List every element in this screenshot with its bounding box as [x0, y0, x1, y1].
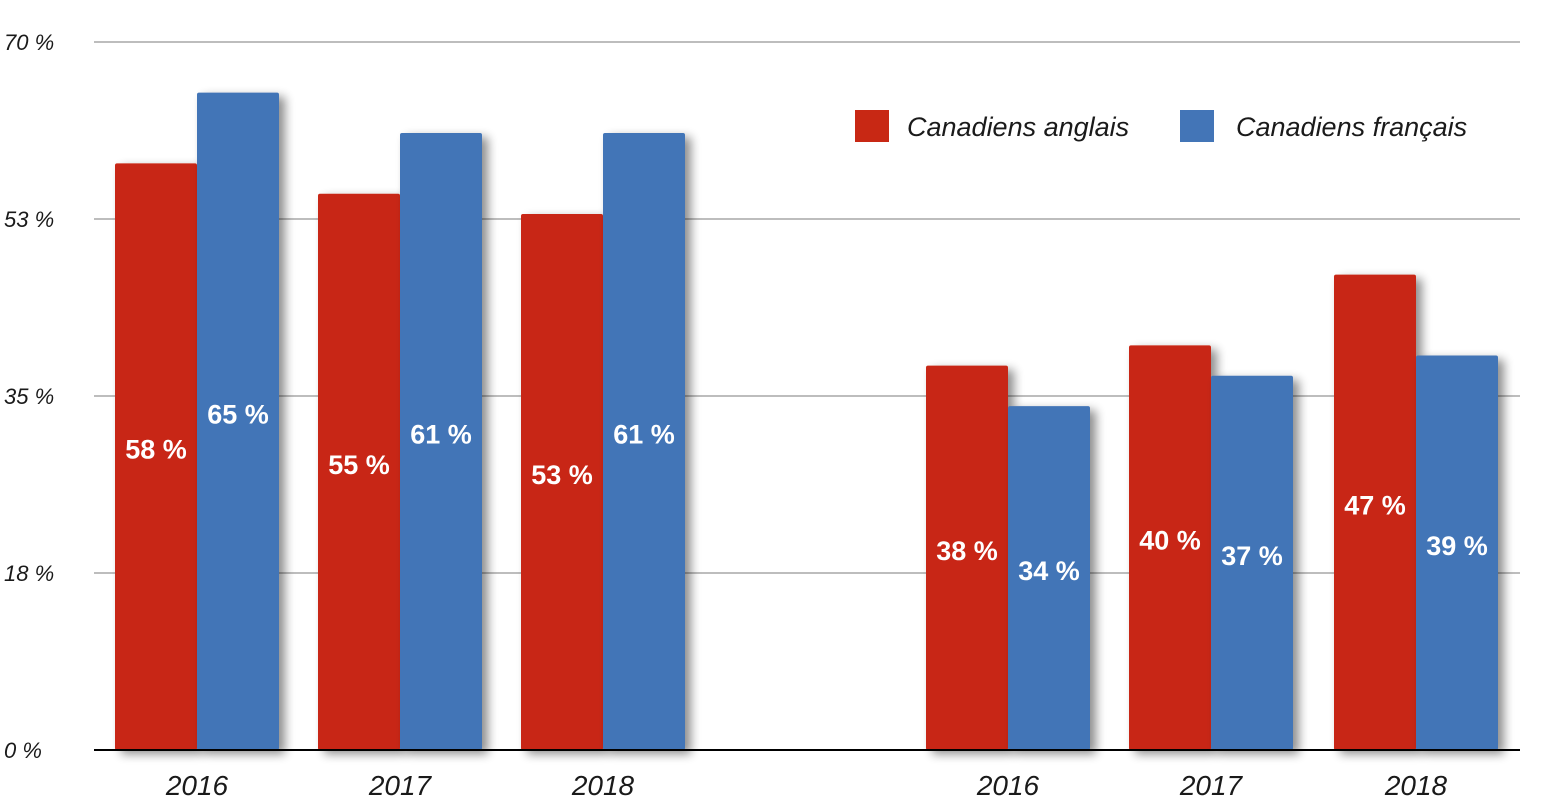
bar-francais [1211, 375, 1293, 750]
bar-anglais [521, 213, 603, 750]
x-tick-label: 2016 [165, 770, 229, 801]
legend-label-anglais: Canadiens anglais [907, 112, 1129, 142]
data-label: 55 % [328, 450, 390, 480]
data-label: 61 % [410, 420, 472, 450]
bar-anglais [115, 163, 197, 750]
bar-francais [1008, 406, 1090, 750]
data-label: 61 % [613, 420, 675, 450]
legend-swatch-anglais [855, 110, 889, 142]
data-label: 40 % [1139, 526, 1201, 556]
legend-label-francais: Canadiens français [1236, 112, 1467, 142]
bar-francais [1416, 355, 1498, 750]
y-tick-label: 53 % [4, 207, 54, 232]
data-label: 65 % [207, 399, 269, 429]
data-label: 38 % [936, 536, 998, 566]
data-label: 53 % [531, 460, 593, 490]
bar-anglais [318, 193, 400, 750]
y-tick-label: 0 % [4, 738, 42, 763]
bar-francais [197, 92, 279, 751]
y-tick-label: 35 % [4, 384, 54, 409]
bar-anglais [926, 365, 1008, 750]
x-tick-label: 2017 [368, 770, 433, 801]
bars: 58 % 65 % 55 % 61 % 53 % 61 % 38 % 34 % 40 % 37 %… [115, 92, 1498, 751]
y-tick-label: 18 % [4, 561, 54, 586]
y-axis-tick-labels: 0 % 18 % 35 % 53 % 70 % [4, 30, 54, 763]
x-tick-label: 2017 [1179, 770, 1244, 801]
bar-francais [400, 133, 482, 750]
x-axis-category-labels: 2016 2017 2018 2016 2017 2018 [165, 770, 1448, 801]
x-tick-label: 2018 [571, 770, 635, 801]
x-tick-label: 2018 [1384, 770, 1448, 801]
data-label: 37 % [1221, 541, 1283, 571]
bar-francais [603, 133, 685, 750]
data-label: 58 % [125, 435, 187, 465]
data-label: 34 % [1018, 556, 1080, 586]
data-label: 39 % [1426, 531, 1488, 561]
x-tick-label: 2016 [976, 770, 1040, 801]
bar-anglais [1334, 274, 1416, 750]
legend-swatch-francais [1180, 110, 1214, 142]
bar-anglais [1129, 345, 1211, 750]
y-tick-label: 70 % [4, 30, 54, 55]
legend: Canadiens anglais Canadiens français [855, 110, 1467, 142]
data-label: 47 % [1344, 490, 1406, 520]
